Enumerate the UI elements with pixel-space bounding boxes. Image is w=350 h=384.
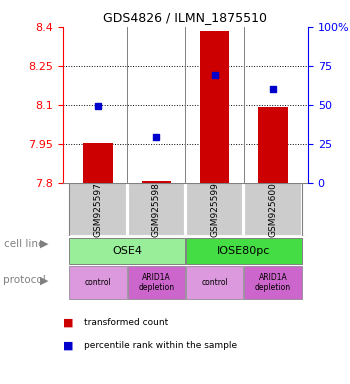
Text: GSM925599: GSM925599 — [210, 182, 219, 237]
Text: protocol: protocol — [4, 275, 46, 285]
Text: GSM925600: GSM925600 — [268, 182, 278, 237]
Bar — [69, 238, 185, 264]
Text: cell line: cell line — [4, 239, 44, 249]
Text: IOSE80pc: IOSE80pc — [217, 246, 271, 256]
Bar — [200, 31, 229, 183]
Bar — [186, 183, 243, 236]
Bar — [69, 183, 127, 236]
Bar — [83, 143, 113, 183]
Title: GDS4826 / ILMN_1875510: GDS4826 / ILMN_1875510 — [104, 11, 267, 24]
Bar — [258, 107, 288, 183]
Text: transformed count: transformed count — [84, 318, 168, 327]
Bar — [244, 266, 302, 299]
Text: ■: ■ — [63, 341, 74, 351]
Text: control: control — [201, 278, 228, 287]
Text: ▶: ▶ — [40, 275, 49, 285]
Bar — [186, 266, 243, 299]
Bar — [69, 266, 127, 299]
Text: ARID1A
depletion: ARID1A depletion — [255, 273, 291, 292]
Text: ARID1A
depletion: ARID1A depletion — [138, 273, 174, 292]
Bar — [244, 183, 302, 236]
Text: GSM925597: GSM925597 — [93, 182, 103, 237]
Text: percentile rank within the sample: percentile rank within the sample — [84, 341, 237, 350]
Bar — [128, 266, 185, 299]
Text: OSE4: OSE4 — [112, 246, 142, 256]
Text: ■: ■ — [63, 318, 74, 328]
Bar — [128, 183, 185, 236]
Text: control: control — [85, 278, 111, 287]
Bar — [142, 181, 171, 183]
Text: GSM925598: GSM925598 — [152, 182, 161, 237]
Bar — [186, 238, 302, 264]
Text: ▶: ▶ — [40, 239, 49, 249]
